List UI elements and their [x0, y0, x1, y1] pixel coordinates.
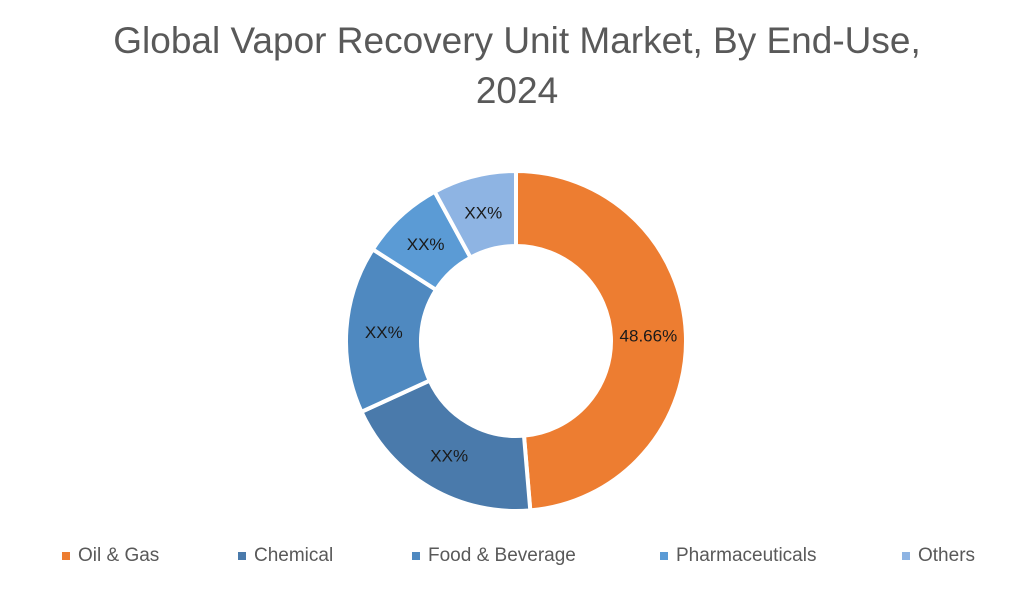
legend-label: Food & Beverage	[428, 545, 576, 566]
chart-title-line-2: 2024	[475, 70, 559, 111]
legend-label: Others	[918, 545, 976, 566]
data-label-food-beverage: XX%	[365, 323, 403, 342]
chart-title-line-1: Global Vapor Recovery Unit Market, By En…	[113, 20, 921, 61]
data-label-pharmaceuticals: XX%	[407, 235, 445, 254]
legend-item-pharmaceuticals[interactable]: Pharmaceuticals	[660, 545, 816, 567]
slice-others[interactable]	[431, 168, 518, 261]
slice-chemical[interactable]	[358, 377, 533, 513]
chart-legend: Oil & Gas Chemical Food & Beverage Pharm…	[0, 545, 1034, 569]
legend-swatch-pharmaceuticals	[660, 552, 668, 560]
data-label-oil-gas: 48.66%	[620, 326, 678, 345]
legend-swatch-chemical	[238, 552, 246, 560]
legend-label: Oil & Gas	[78, 545, 160, 566]
legend-item-chemical[interactable]: Chemical	[238, 545, 333, 567]
chart-title: Global Vapor Recovery Unit Market, By En…	[0, 16, 1034, 116]
legend-label: Pharmaceuticals	[676, 545, 817, 566]
legend-item-food-beverage[interactable]: Food & Beverage	[412, 545, 576, 567]
slice-oil-gas[interactable]	[514, 168, 688, 513]
legend-swatch-food-beverage	[412, 552, 420, 560]
legend-swatch-others	[902, 552, 910, 560]
data-label-chemical: XX%	[430, 446, 468, 465]
data-label-others: XX%	[464, 204, 502, 223]
legend-swatch-oil-gas	[62, 552, 70, 560]
legend-label: Chemical	[254, 545, 334, 566]
legend-item-oil-gas[interactable]: Oil & Gas	[62, 545, 159, 567]
legend-item-others[interactable]: Others	[902, 545, 975, 567]
